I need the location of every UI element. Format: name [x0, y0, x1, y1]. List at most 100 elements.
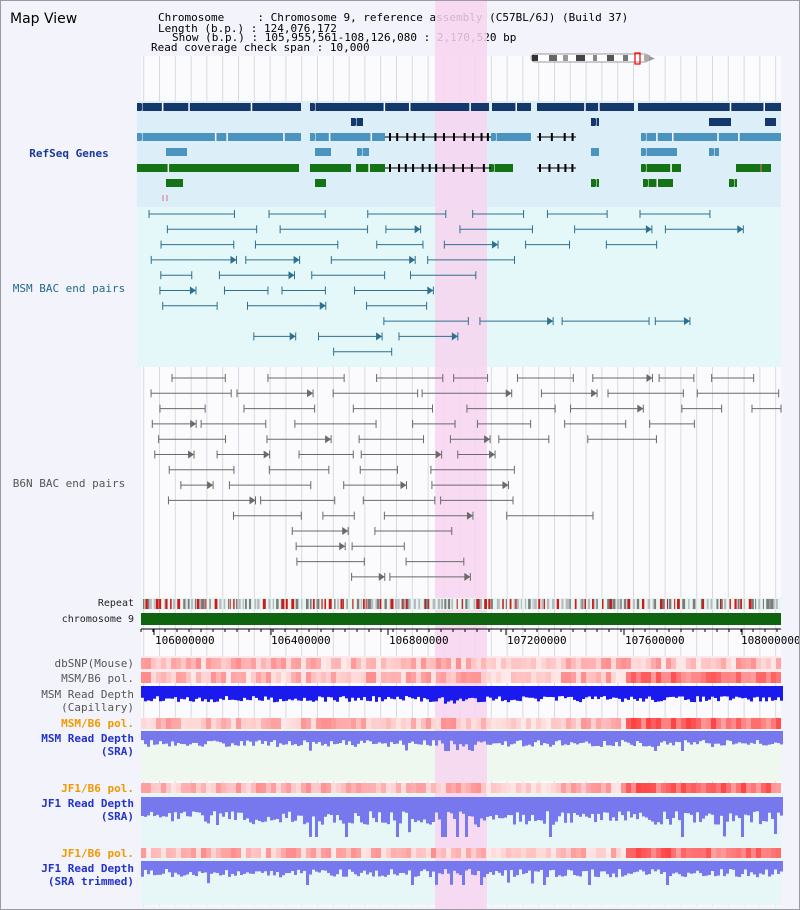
- dbsnp-label[interactable]: dbSNP(Mouse): [54, 657, 134, 670]
- depth-bar: [303, 861, 306, 871]
- pol-cell: [221, 672, 226, 683]
- bac-arrow: [683, 317, 690, 326]
- pol-cell: [681, 672, 686, 683]
- repeat-element: [766, 599, 770, 609]
- depth-bar: [474, 861, 477, 876]
- pol-cell: [741, 672, 746, 683]
- depth-bar: [357, 861, 360, 877]
- refseq-genes-track[interactable]: [137, 103, 781, 201]
- bac-arrow: [188, 450, 195, 459]
- pol-cell: [731, 783, 736, 793]
- chromosome-ideogram[interactable]: [530, 52, 655, 65]
- jf1-b6-pol-label[interactable]: JF1/B6 pol.: [61, 782, 134, 795]
- pol-cell: [566, 848, 571, 858]
- depth-bar: [768, 731, 771, 745]
- pol-cell: [206, 672, 211, 683]
- depth-bar: [213, 797, 216, 812]
- b6n-bac-label[interactable]: B6N BAC end pairs: [12, 477, 126, 490]
- depth-bar: [423, 797, 426, 820]
- pol-cell: [726, 783, 731, 793]
- msm-depth-capillary-label-1[interactable]: MSM Read Depth: [41, 688, 134, 701]
- jf1-depth-sra-label-1[interactable]: JF1 Read Depth: [41, 797, 134, 810]
- repeat-element: [688, 599, 690, 609]
- repeat-track[interactable]: [143, 599, 778, 609]
- bac-arrow: [376, 332, 383, 341]
- repeat-element: [242, 599, 244, 609]
- repeat-element: [447, 599, 451, 609]
- pol-cell: [346, 658, 351, 669]
- chromosome-bar[interactable]: [141, 613, 781, 625]
- pol-cell: [751, 718, 756, 729]
- msm-bac-label[interactable]: MSM BAC end pairs: [12, 282, 126, 295]
- depth-bar: [333, 797, 336, 823]
- depth-bar: [624, 731, 627, 742]
- msm-bac-track[interactable]: [148, 210, 744, 356]
- repeat-element: [502, 599, 504, 609]
- pol-cell: [641, 848, 646, 858]
- pol-cell: [411, 672, 416, 683]
- depth-bar: [216, 797, 219, 825]
- depth-bar: [408, 731, 411, 744]
- depth-bar: [276, 861, 279, 873]
- pol-cell: [196, 718, 201, 729]
- gene-strand-arrow: [709, 118, 714, 126]
- repeat-element: [268, 599, 271, 609]
- refseq-label[interactable]: RefSeq Genes: [29, 147, 109, 160]
- depth-bar: [201, 686, 204, 702]
- pol-cell: [141, 718, 146, 729]
- pol-cell: [246, 658, 251, 669]
- gene-strand-arrow: [638, 103, 643, 111]
- pol-cell: [266, 672, 271, 683]
- depth-bar: [315, 797, 318, 837]
- chromosome-label[interactable]: chromosome 9: [61, 614, 134, 625]
- pol-cell: [441, 783, 446, 793]
- pol-cell: [611, 848, 616, 858]
- pol-cell: [416, 672, 421, 683]
- depth-bar: [606, 797, 609, 813]
- jf1-b6-pol-2-label[interactable]: JF1/B6 pol.: [61, 847, 134, 860]
- pol-cell: [721, 658, 726, 669]
- pol-cell: [511, 848, 516, 858]
- repeat-label[interactable]: Repeat: [97, 598, 134, 609]
- b6n-bac-track[interactable]: [150, 374, 782, 581]
- depth-bar: [180, 731, 183, 745]
- depth-bar: [297, 686, 300, 701]
- msm-b6-pol-2-label[interactable]: MSM/B6 pol.: [61, 717, 134, 730]
- gene-block: [310, 133, 385, 141]
- repeat-element: [524, 599, 527, 609]
- depth-bar: [348, 797, 351, 823]
- depth-bar: [159, 797, 162, 818]
- repeat-element: [276, 599, 279, 609]
- depth-bar: [720, 797, 723, 816]
- pol-cell: [391, 658, 396, 669]
- jf1-depth-trim-label-1[interactable]: JF1 Read Depth: [41, 862, 134, 875]
- depth-bar: [273, 797, 276, 820]
- depth-bar: [636, 797, 639, 820]
- depth-bar: [213, 861, 216, 873]
- gene-exon: [539, 133, 541, 141]
- depth-bar: [162, 686, 165, 701]
- msm-depth-sra-label-1[interactable]: MSM Read Depth: [41, 732, 134, 745]
- pol-cell: [236, 658, 241, 669]
- repeat-element: [321, 599, 323, 609]
- depth-bar: [144, 731, 147, 745]
- depth-bar: [591, 686, 594, 700]
- read-depth-tracks[interactable]: [141, 686, 783, 885]
- depth-bar: [396, 731, 399, 744]
- pol-cell: [191, 718, 196, 729]
- pol-cell: [256, 658, 261, 669]
- pol-cell: [531, 672, 536, 683]
- pol-cell: [376, 783, 381, 793]
- polymorphism-tracks[interactable]: [141, 658, 781, 858]
- depth-bar: [507, 686, 510, 703]
- depth-bar: [675, 797, 678, 812]
- depth-bar: [591, 731, 594, 747]
- pol-cell: [671, 848, 676, 858]
- gene-strand-arrow: [489, 164, 494, 172]
- depth-bar: [150, 731, 153, 741]
- depth-bar: [300, 797, 303, 816]
- gene-intron: [214, 133, 217, 141]
- msm-b6-pol-label[interactable]: MSM/B6 pol.: [61, 672, 134, 685]
- gene-intron: [368, 164, 370, 172]
